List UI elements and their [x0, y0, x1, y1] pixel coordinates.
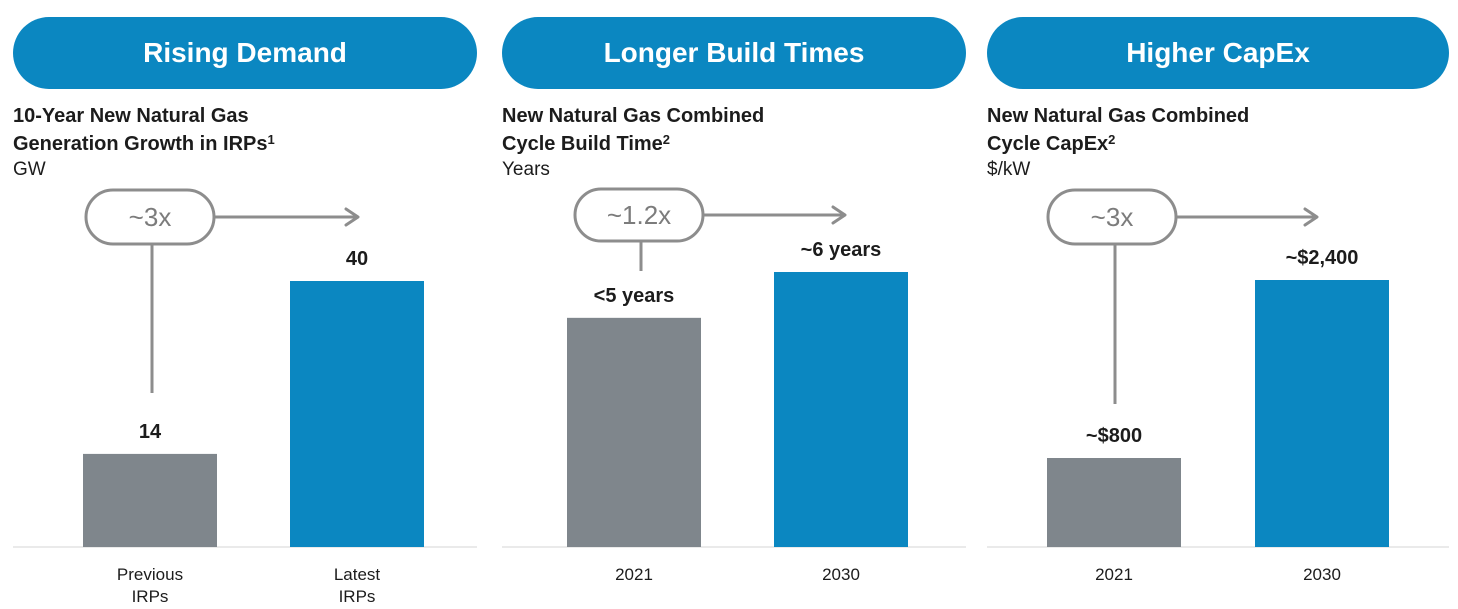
- bar-chart: ~3x 14 Previous IRPs 40 Latest IRPs: [13, 188, 477, 606]
- bar: [567, 317, 701, 547]
- arrowhead-icon: [831, 205, 847, 225]
- unit-label: Years: [502, 159, 550, 180]
- chart-title-line1: 10-Year New Natural Gas: [13, 105, 249, 127]
- bar-chart: ~3x ~$800 2021 ~$2,400 2030: [987, 188, 1449, 584]
- data-label: <5 years: [594, 285, 675, 307]
- category-label: 2021: [615, 565, 653, 584]
- panel-rising-demand: Rising Demand 10-Year New Natural Gas Ge…: [13, 0, 477, 609]
- bar: [1047, 458, 1181, 547]
- category-label: 2030: [1303, 565, 1341, 584]
- category-label: Latest: [334, 565, 381, 584]
- bar: [774, 272, 908, 547]
- chart-title-line2: Cycle Build Time: [502, 133, 663, 155]
- data-label: ~6 years: [801, 239, 882, 261]
- unit-label: GW: [13, 159, 46, 180]
- chart-title-line2: Generation Growth in IRPs: [13, 133, 268, 155]
- category-label: 2030: [822, 565, 860, 584]
- category-label: IRPs: [132, 587, 169, 606]
- multiplier-label: ~3x: [1091, 202, 1134, 232]
- category-label: 2021: [1095, 565, 1133, 584]
- arrowhead-icon: [344, 207, 360, 227]
- chart-title-line1: New Natural Gas Combined: [987, 105, 1250, 127]
- bar: [290, 281, 424, 547]
- data-label: 14: [139, 421, 162, 443]
- footnote-marker: 2: [1108, 132, 1116, 147]
- panel-header: Higher CapEx: [987, 17, 1449, 89]
- arrowhead-icon: [1303, 207, 1319, 227]
- data-label: 40: [346, 248, 368, 270]
- footnote-marker: 1: [267, 132, 275, 147]
- chart-title-line2: Cycle CapEx: [987, 133, 1109, 155]
- chart-title: New Natural Gas Combined Cycle Build Tim…: [502, 102, 942, 158]
- multiplier-badge: [1046, 188, 1178, 246]
- chart-title: New Natural Gas Combined Cycle CapEx2: [987, 102, 1427, 158]
- bar-chart: ~1.2x <5 years 2021 ~6 years 2030: [502, 187, 966, 584]
- multiplier-label: ~3x: [129, 202, 172, 232]
- multiplier-badge: [84, 188, 216, 246]
- chart-title: 10-Year New Natural Gas Generation Growt…: [13, 102, 453, 158]
- data-label: ~$800: [1086, 425, 1142, 447]
- panel-longer-build-times: Longer Build Times New Natural Gas Combi…: [502, 0, 966, 609]
- panel-header: Longer Build Times: [502, 17, 966, 89]
- chart-title-line1: New Natural Gas Combined: [502, 105, 765, 127]
- multiplier-badge: [573, 187, 705, 243]
- footnote-marker: 2: [662, 132, 671, 147]
- panel-higher-capex: Higher CapEx New Natural Gas Combined Cy…: [987, 0, 1449, 609]
- category-label: Previous: [117, 565, 183, 584]
- multiplier-label: ~1.2x: [607, 200, 671, 230]
- panel-header: Rising Demand: [13, 17, 477, 89]
- unit-label: $/kW: [987, 159, 1031, 180]
- data-label: ~$2,400: [1286, 247, 1359, 269]
- category-label: IRPs: [339, 587, 376, 606]
- bar: [83, 453, 217, 547]
- bar: [1255, 280, 1389, 547]
